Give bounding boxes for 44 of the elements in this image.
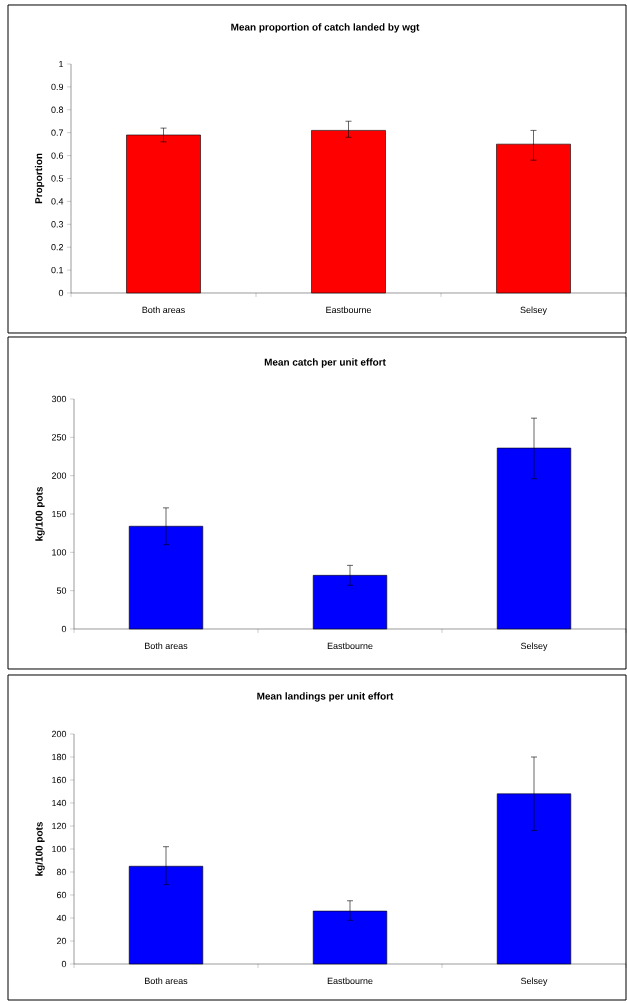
y-tick-label: 0.2 — [51, 244, 64, 251]
y-tick-label: 250 — [51, 434, 67, 441]
x-tick-label: Both areas — [145, 642, 188, 650]
y-tick-label: 0 — [58, 289, 64, 297]
x-tick-label: Selsey — [520, 977, 548, 986]
y-tick-label: 0.7 — [51, 129, 64, 136]
chart-title: Mean proportion of catch landed by wgt — [231, 23, 420, 33]
y-tick-label: 150 — [52, 510, 67, 518]
y-tick-label: 0 — [61, 625, 67, 633]
y-tick-label: 0.1 — [51, 266, 64, 274]
x-tick-label: Eastbourne — [326, 306, 372, 314]
y-tick-label: 0.6 — [51, 152, 64, 159]
y-tick-label: 300 — [51, 395, 67, 403]
y-tick-label: 20 — [56, 937, 67, 945]
y-tick-label: 60 — [56, 891, 67, 899]
y-tick-label: 0 — [61, 960, 67, 968]
x-tick-label: Both areas — [145, 977, 188, 985]
x-tick-label: Both areas — [142, 306, 185, 314]
y-axis-title: kg/100 pots — [35, 822, 45, 876]
y-tick-label: 200 — [51, 472, 67, 479]
y-tick-label: 0.8 — [51, 106, 64, 113]
y-tick-label: 200 — [51, 730, 67, 738]
y-tick-label: 1 — [59, 60, 64, 68]
y-tick-label: 80 — [56, 868, 67, 876]
x-tick-label: Selsey — [520, 642, 548, 651]
y-tick-label: 0.3 — [51, 221, 64, 228]
y-axis-title: Proportion — [34, 153, 45, 204]
y-tick-label: 100 — [52, 549, 67, 556]
y-axis-title: kg/100 pots — [35, 487, 45, 541]
y-tick-label: 120 — [52, 822, 67, 830]
y-tick-label: 0.9 — [51, 83, 64, 91]
y-tick-label: 0.5 — [51, 175, 64, 182]
x-tick-label: Selsey — [520, 306, 547, 315]
y-tick-label: 140 — [52, 799, 67, 807]
y-tick-label: 100 — [52, 845, 67, 853]
y-tick-label: 180 — [52, 753, 67, 761]
chart-title: Mean landings per unit effort — [257, 692, 394, 702]
x-tick-label: Eastbourne — [327, 977, 373, 985]
y-tick-label: 40 — [56, 914, 67, 922]
y-tick-label: 50 — [56, 587, 67, 594]
x-tick-label: Eastbourne — [327, 642, 373, 650]
chart-title: Mean catch per unit effort — [264, 358, 386, 368]
y-tick-label: 0.4 — [51, 198, 64, 205]
y-tick-label: 160 — [52, 776, 67, 784]
